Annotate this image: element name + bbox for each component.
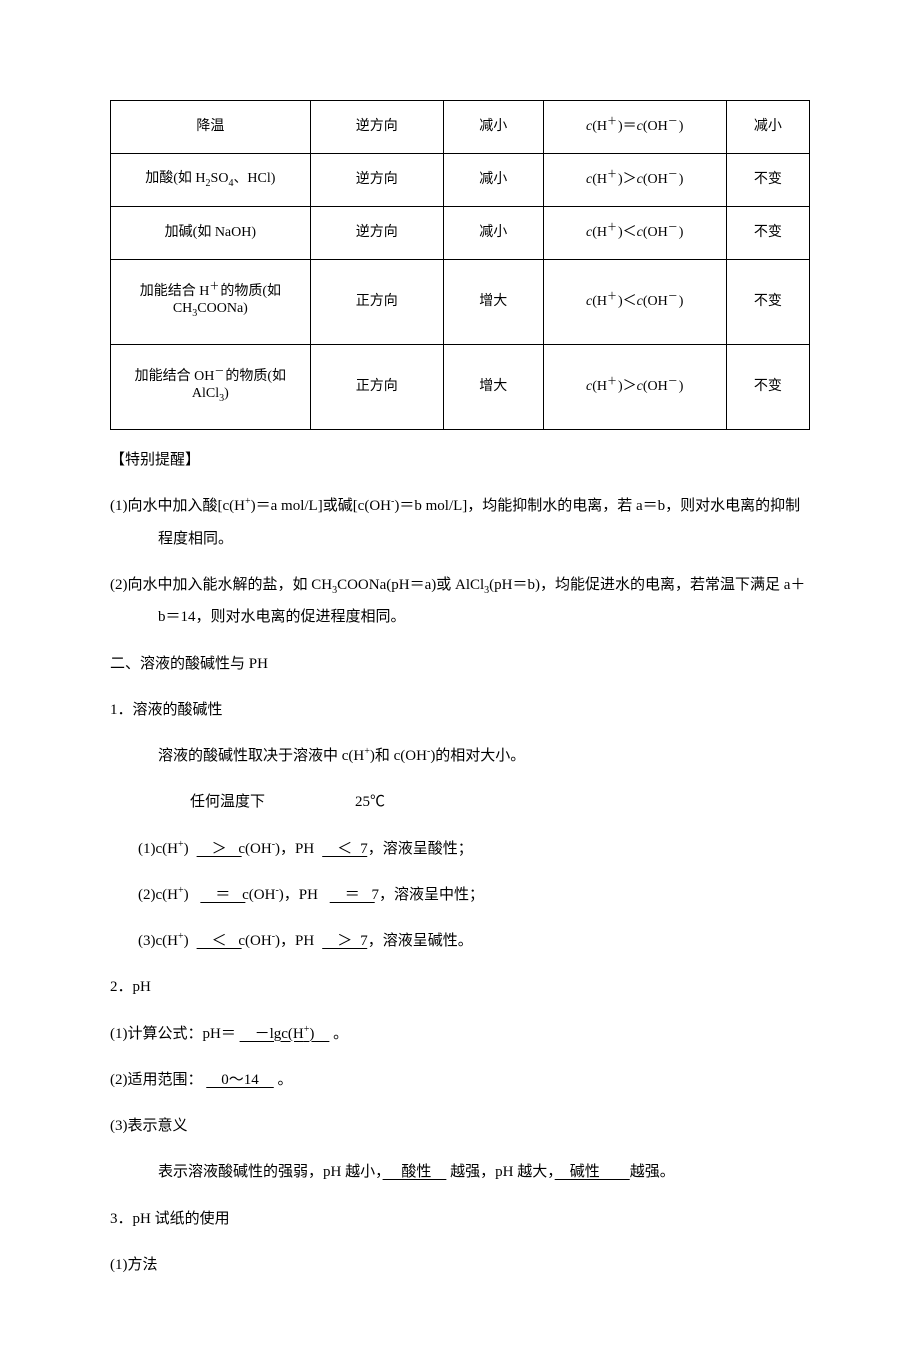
acidity-case-3: (3)c(H+) ＜ c(OH-)，PH ＞ 7，溶液呈碱性。: [110, 925, 810, 957]
table-cell: 正方向: [310, 345, 443, 430]
table-cell: c(H＋)＞c(OH－): [543, 154, 726, 207]
table-cell: 增大: [443, 260, 543, 345]
table-row: 降温逆方向减小c(H＋)＝c(OH－)减小: [111, 101, 810, 154]
column-labels: 任何温度下 25℃: [110, 786, 810, 818]
table-cell: 增大: [443, 345, 543, 430]
table-cell: 减小: [443, 154, 543, 207]
ph-range: (2)适用范围： 0～14 。: [110, 1064, 810, 1096]
table-cell: 逆方向: [310, 207, 443, 260]
table-cell: 不变: [726, 260, 809, 345]
ph-meaning-label: (3)表示意义: [110, 1110, 810, 1142]
table-cell: 加酸(如 H2SO4、HCl): [111, 154, 311, 207]
table-body: 降温逆方向减小c(H＋)＝c(OH－)减小加酸(如 H2SO4、HCl)逆方向减…: [111, 101, 810, 430]
ph-meaning-text: 表示溶液酸碱性的强弱，pH 越小， 酸性 越强，pH 越大， 碱性 越强。: [110, 1156, 810, 1188]
table-row: 加碱(如 NaOH)逆方向减小c(H＋)＜c(OH－)不变: [111, 207, 810, 260]
ph-paper-method-label: (1)方法: [110, 1249, 810, 1281]
table-cell: 加碱(如 NaOH): [111, 207, 311, 260]
subsection-2-heading: 2．pH: [110, 971, 810, 1003]
reminder-item-1: (1)向水中加入酸[c(H+)＝a mol/L]或碱[c(OH-)＝b mol/…: [110, 490, 810, 555]
table-cell: 不变: [726, 154, 809, 207]
table-cell: 降温: [111, 101, 311, 154]
subsection-3-heading: 3．pH 试纸的使用: [110, 1203, 810, 1235]
table-cell: 减小: [443, 207, 543, 260]
table-cell: 减小: [443, 101, 543, 154]
acidity-intro: 溶液的酸碱性取决于溶液中 c(H+)和 c(OH-)的相对大小。: [110, 740, 810, 772]
table-cell: 加能结合 OH－的物质(如AlCl3): [111, 345, 311, 430]
table-cell: 不变: [726, 345, 809, 430]
special-reminder-heading: 【特别提醒】: [110, 444, 810, 476]
table-cell: 正方向: [310, 260, 443, 345]
acidity-case-1: (1)c(H+) ＞ c(OH-)，PH ＜ 7，溶液呈酸性；: [110, 833, 810, 865]
table-cell: 逆方向: [310, 101, 443, 154]
ph-formula: (1)计算公式：pH＝ －lgc(H+) 。: [110, 1018, 810, 1050]
table-cell: 逆方向: [310, 154, 443, 207]
table-row: 加能结合 OH－的物质(如AlCl3)正方向增大c(H＋)＞c(OH－)不变: [111, 345, 810, 430]
table-cell: 加能结合 H＋的物质(如CH3COONa): [111, 260, 311, 345]
table-cell: 减小: [726, 101, 809, 154]
table-cell: 不变: [726, 207, 809, 260]
table-row: 加能结合 H＋的物质(如CH3COONa)正方向增大c(H＋)＜c(OH－)不变: [111, 260, 810, 345]
table-cell: c(H＋)＞c(OH－): [543, 345, 726, 430]
reminder-item-2: (2)向水中加入能水解的盐，如 CH3COONa(pH＝a)或 AlCl3(pH…: [110, 569, 810, 634]
subsection-1-heading: 1．溶液的酸碱性: [110, 694, 810, 726]
acidity-case-2: (2)c(H+) ＝ c(OH-)，PH ＝ 7，溶液呈中性；: [110, 879, 810, 911]
table-cell: c(H＋)＜c(OH－): [543, 207, 726, 260]
table-cell: c(H＋)＝c(OH－): [543, 101, 726, 154]
section-2-heading: 二、溶液的酸碱性与 PH: [110, 648, 810, 680]
table-row: 加酸(如 H2SO4、HCl)逆方向减小c(H＋)＞c(OH－)不变: [111, 154, 810, 207]
table-cell: c(H＋)＜c(OH－): [543, 260, 726, 345]
equilibrium-shift-table: 降温逆方向减小c(H＋)＝c(OH－)减小加酸(如 H2SO4、HCl)逆方向减…: [110, 100, 810, 430]
